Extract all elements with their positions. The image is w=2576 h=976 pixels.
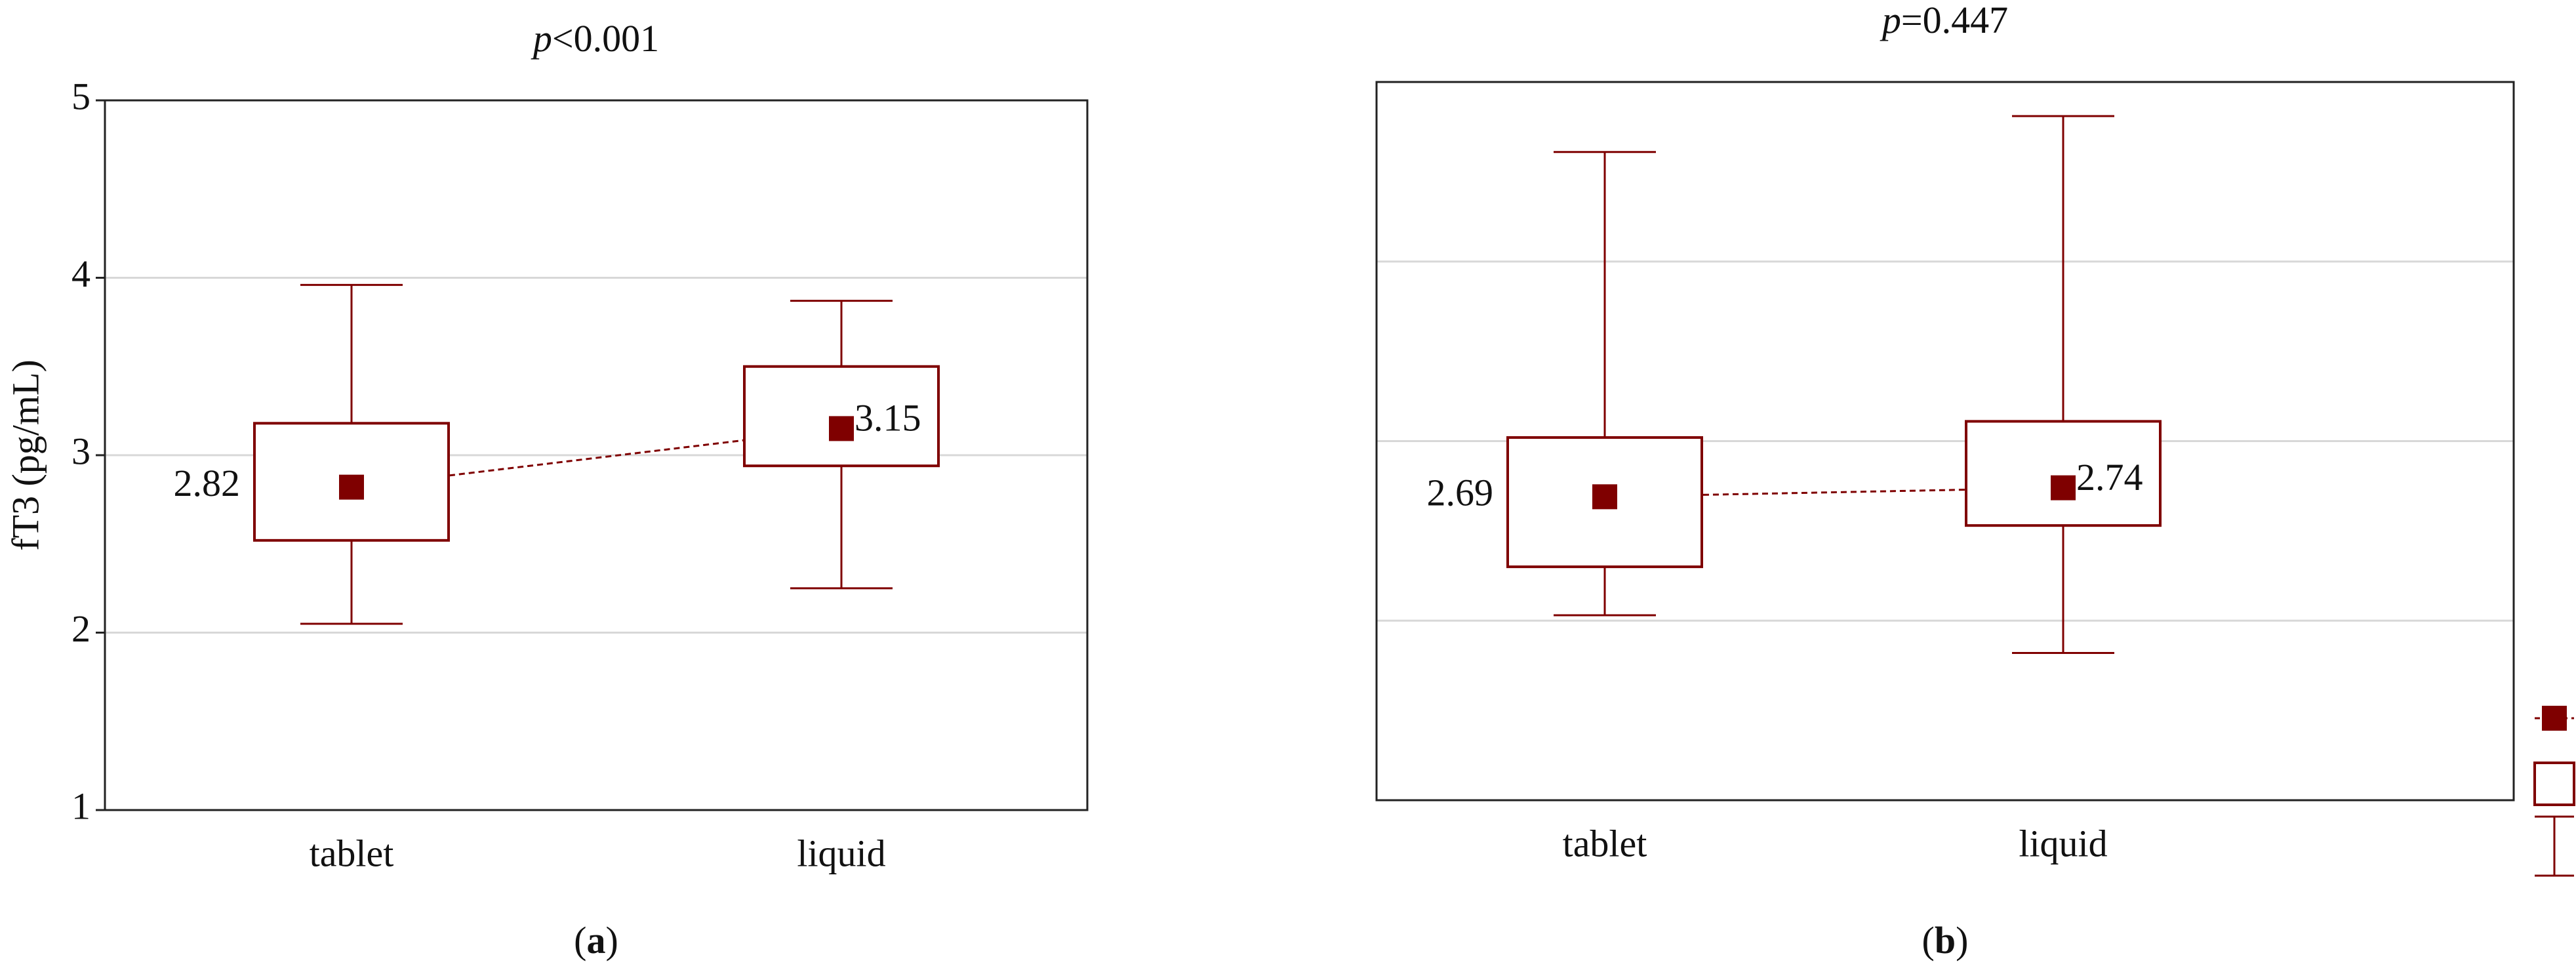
y-tick-label: 5 [71, 75, 91, 117]
iqr-box [1965, 420, 2162, 527]
median-marker [339, 474, 364, 500]
panel-label: (a) [574, 919, 618, 962]
value-label: 2.74 [2076, 456, 2143, 498]
median-marker [829, 416, 854, 441]
plot-frame [104, 99, 1089, 811]
median-marker [2051, 475, 2076, 500]
median-connector [1604, 487, 2064, 498]
plot-frame [1375, 81, 2515, 802]
y-tick-label: 4 [71, 253, 91, 295]
x-tick-label: liquid [797, 832, 885, 874]
y-tick-label: 1 [71, 784, 91, 827]
y-tick-label: 3 [71, 430, 91, 472]
value-label: 2.69 [1427, 472, 1494, 514]
x-tick-label: tablet [310, 832, 394, 874]
value-label: 3.15 [855, 397, 921, 439]
y-axis-label: fT3 (pg/mL) [4, 359, 47, 551]
panel-label: (b) [1922, 919, 1969, 962]
x-tick-label: liquid [2019, 822, 2107, 864]
value-label: 2.82 [174, 462, 241, 504]
legend-median-marker [2542, 706, 2567, 731]
median-marker [1592, 484, 1617, 510]
x-tick-label: tablet [1563, 822, 1647, 864]
chart-title: p=0.447 [1880, 0, 2008, 41]
y-tick-label: 2 [71, 607, 91, 650]
legend-box [2533, 762, 2575, 806]
chart-title: p<0.001 [531, 17, 659, 60]
